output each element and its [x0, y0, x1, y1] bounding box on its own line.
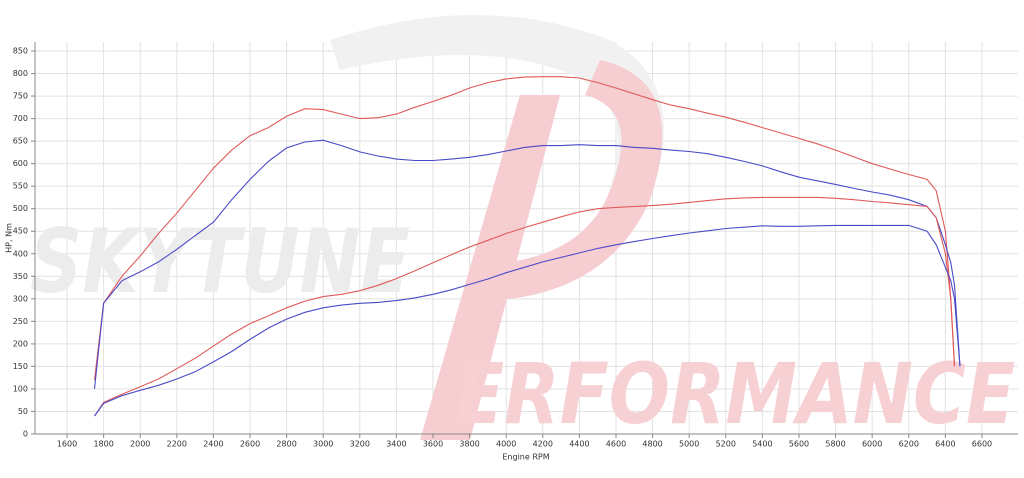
x-tick-label: 6600: [972, 440, 992, 449]
x-tick-label: 5400: [752, 440, 772, 449]
series-line: [94, 196, 956, 417]
x-tick-label: 5200: [716, 440, 736, 449]
y-tick-label: 450: [13, 227, 28, 236]
axes: 0 50 100 150 200 250 300 350 400 450 500 550 600 650 7…: [13, 42, 1018, 449]
y-tick-label: 850: [13, 47, 28, 56]
x-tick-label: 4800: [642, 440, 662, 449]
y-axis-label: HP, Nm: [5, 223, 14, 253]
x-tick-label: 6200: [899, 440, 919, 449]
y-tick-label: 250: [13, 317, 28, 326]
y-tick-label: 700: [13, 114, 28, 123]
series-line: [94, 224, 961, 417]
x-tick-label: 5000: [679, 440, 699, 449]
watermark-p-bowl: [500, 60, 663, 300]
x-tick-label: 6400: [935, 440, 955, 449]
x-tick-label: 1600: [57, 440, 77, 449]
x-tick-label: 2400: [203, 440, 223, 449]
x-tick-label: 5800: [825, 440, 845, 449]
lines: [93, 76, 961, 417]
x-tick-label: 4600: [606, 440, 626, 449]
x-axis-label: Engine RPM: [502, 453, 549, 462]
y-tick-label: 800: [13, 69, 28, 78]
y-tick-label: 600: [13, 159, 28, 168]
x-tick-label: 2600: [240, 440, 260, 449]
watermark-bottom: ERFORMANCE: [455, 345, 1015, 443]
y-tick-label: 500: [13, 204, 28, 213]
x-tick-label: 2800: [276, 440, 296, 449]
x-tick-label: 4200: [533, 440, 553, 449]
watermark-top: SKYTUNE: [30, 210, 410, 313]
x-tick-label: 2200: [167, 440, 187, 449]
watermark-swoosh: [330, 15, 664, 220]
x-tick-label: 2000: [130, 440, 150, 449]
y-tick-label: 650: [13, 137, 28, 146]
y-tick-label: 150: [13, 362, 28, 371]
x-tick-label: 4400: [569, 440, 589, 449]
x-tick-label: 3800: [459, 440, 479, 449]
y-tick-label: 750: [13, 92, 28, 101]
watermark-p-stem: [420, 95, 560, 440]
watermark: SKYTUNE ERFORMANCE: [30, 15, 1015, 443]
x-tick-label: 5600: [789, 440, 809, 449]
y-tick-label: 300: [13, 294, 28, 303]
y-tick-label: 350: [13, 272, 28, 281]
x-tick-label: 3400: [386, 440, 406, 449]
y-tick-label: 400: [13, 249, 28, 258]
x-tick-label: 3000: [313, 440, 333, 449]
series-line: [93, 76, 956, 380]
y-tick-label: 200: [13, 339, 28, 348]
x-tick-label: 3200: [350, 440, 370, 449]
y-tick-label: 100: [13, 384, 28, 393]
x-tick-label: 1800: [93, 440, 113, 449]
x-tick-label: 3600: [423, 440, 443, 449]
series-line: [93, 139, 961, 389]
y-tick-label: 550: [13, 182, 28, 191]
y-tick-label: 0: [23, 430, 28, 439]
x-tick-label: 4000: [496, 440, 516, 449]
y-tick-label: 50: [18, 407, 28, 416]
x-tick-label: 6000: [862, 440, 882, 449]
